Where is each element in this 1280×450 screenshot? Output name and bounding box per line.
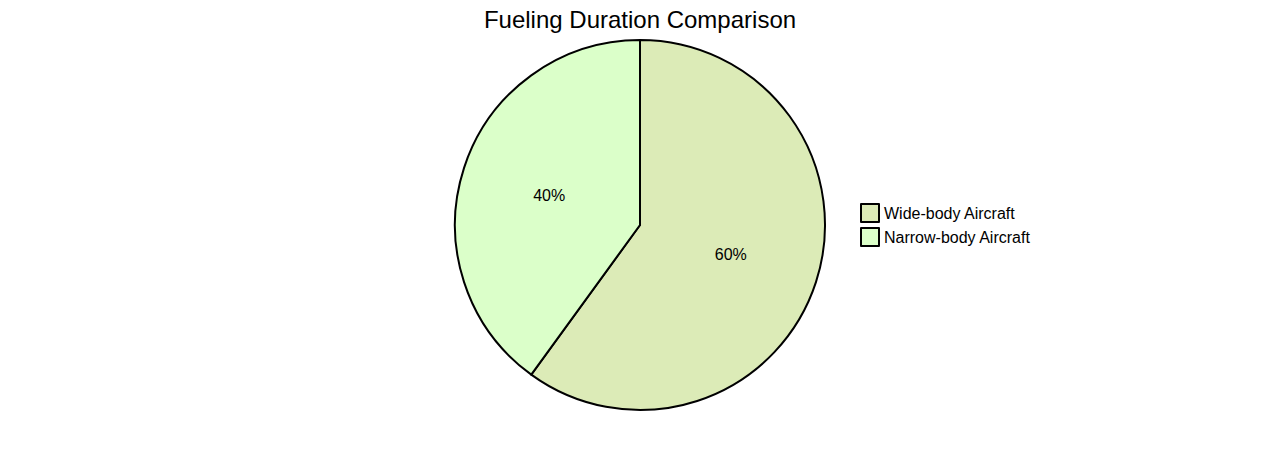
svg-text:60%: 60%	[715, 246, 747, 263]
svg-text:40%: 40%	[533, 187, 565, 204]
svg-text:Narrow-body Aircraft: Narrow-body Aircraft	[884, 229, 1030, 246]
svg-text:Fueling Duration Comparison: Fueling Duration Comparison	[484, 6, 796, 33]
svg-text:Wide-body Aircraft: Wide-body Aircraft	[884, 205, 1015, 222]
